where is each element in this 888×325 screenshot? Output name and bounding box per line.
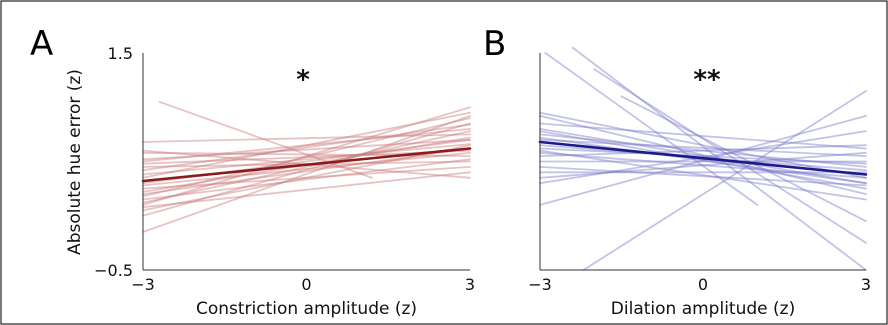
panel-a-individual-line [142,143,471,176]
panel-b-individual-line [539,151,867,179]
panel-a-individual-line [142,138,471,161]
panel-b-letter: B [483,24,506,64]
panel-b-x-tick-mid: 0 [698,275,708,294]
panel-b-individual-line [539,127,867,185]
panel-a-individual-line [158,100,373,179]
panel-b-individual-line [539,165,867,187]
panel-a-individual-line [142,158,471,201]
panel-b-lines [538,46,868,271]
panel-a-individual-line [142,151,471,158]
panel-a-individual-line [142,165,471,190]
panel-b-x-tick-right: 3 [861,275,871,294]
panel-a-lines [141,100,472,233]
panel-a: A * 1.5 −0.5 −3 0 3 Constriction amplitu… [30,24,475,319]
panel-a-y-tick-top: 1.5 [108,44,133,63]
panel-a-letter: A [30,24,53,64]
panel-b-individual-line [593,68,867,244]
panel-a-individual-line [142,127,471,163]
panel-b-individual-line [539,136,867,185]
panel-b-individual-line [539,151,867,179]
panel-a-x-tick-right: 3 [465,275,475,294]
panel-b-mean-line [538,140,868,176]
panel-b-individual-line [582,90,867,271]
panel-b-individual-line [539,133,867,168]
panel-a-individual-line [142,115,471,233]
panel-b-individual-line [539,115,867,206]
panel-b-individual-line [539,122,867,150]
panel-a-y-label: Absolute hue error (z) [65,69,85,255]
panel-a-x-tick-mid: 0 [301,275,311,294]
panel-b: B ** −3 0 3 Dilation amplitude (z) [483,24,871,319]
panel-a-individual-line [142,147,471,196]
panel-a-individual-line [142,130,471,204]
panel-a-individual-line [142,123,471,172]
panel-a-individual-line [142,106,471,206]
panel-a-mean-line [141,147,472,183]
panel-b-individual-line [539,130,867,190]
panel-b-significance: ** [693,65,721,95]
panel-b-x-tick-left: −3 [528,275,552,294]
panel-b-individual-line [539,111,867,179]
panel-a-individual-line [142,111,471,179]
panel-a-x-tick-left: −3 [131,275,155,294]
panel-b-individual-line [539,115,867,196]
panel-b-x-label: Dilation amplitude (z) [611,299,795,319]
panel-a-x-label: Constriction amplitude (z) [196,299,417,319]
panel-b-individual-line [539,144,867,158]
panel-a-significance: * [296,65,310,95]
panel-b-individual-line [544,52,759,206]
panel-a-individual-line [142,144,471,212]
panel-b-individual-line [539,149,867,201]
panel-b-individual-line [620,95,867,223]
panel-a-y-tick-bottom: −0.5 [94,261,133,280]
panel-a-individual-line [142,151,471,187]
panel-b-individual-line [539,138,867,158]
panel-a-individual-line [142,122,471,217]
panel-a-individual-line [142,133,471,143]
panel-b-individual-line [539,147,867,165]
panel-a-individual-line [142,117,471,198]
panel-a-individual-line [142,171,471,209]
